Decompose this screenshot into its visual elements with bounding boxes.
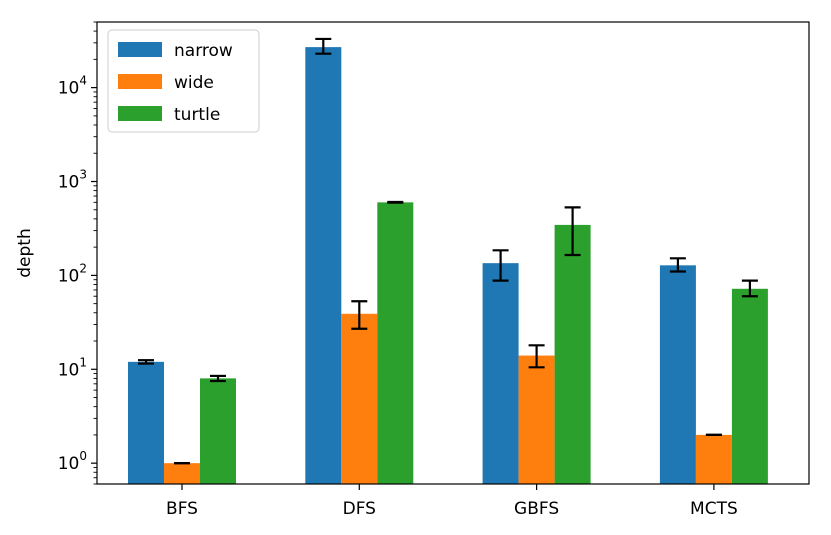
y-tick-label: 100 [58, 449, 87, 474]
bar-narrow-bfs [128, 361, 164, 484]
legend-swatch-narrow [118, 42, 162, 57]
bar-wide-mcts [695, 434, 732, 484]
y-tick-label: 103 [58, 168, 87, 193]
bars [128, 47, 768, 485]
y-tick-label: 102 [58, 261, 87, 286]
x-tick-label-bfs: BFS [166, 499, 198, 519]
error-bars [138, 37, 758, 465]
legend: narrow wide turtle [107, 29, 260, 133]
y-axis-label: depth [15, 228, 35, 277]
x-axis: BFS DFS GBFS MCTS [166, 484, 738, 519]
legend-label-wide: wide [174, 73, 214, 93]
x-tick-label-dfs: DFS [343, 499, 376, 519]
bar-wide-gbfs [518, 355, 555, 484]
legend-swatch-wide [118, 74, 162, 89]
x-tick-label-mcts: MCTS [690, 499, 738, 519]
bar-narrow-gbfs [482, 263, 519, 484]
legend-label-turtle: turtle [174, 105, 220, 125]
plot-frame [96, 21, 810, 485]
y-axis: 100 101 102 103 104 [58, 21, 97, 485]
x-tick-label-gbfs: GBFS [514, 499, 559, 519]
bar-narrow-dfs [305, 47, 342, 485]
bar-narrow-mcts [659, 265, 696, 484]
legend-label-narrow: narrow [174, 41, 233, 61]
bar-turtle-dfs [377, 202, 414, 485]
bar-turtle-bfs [200, 378, 236, 484]
y-tick-label: 104 [58, 74, 87, 99]
legend-swatch-turtle [118, 106, 162, 121]
bar-turtle-gbfs [554, 224, 591, 485]
bar-turtle-mcts [731, 288, 768, 484]
bar-wide-dfs [341, 313, 378, 484]
bar-wide-bfs [164, 463, 200, 484]
y-tick-label: 101 [58, 355, 87, 380]
